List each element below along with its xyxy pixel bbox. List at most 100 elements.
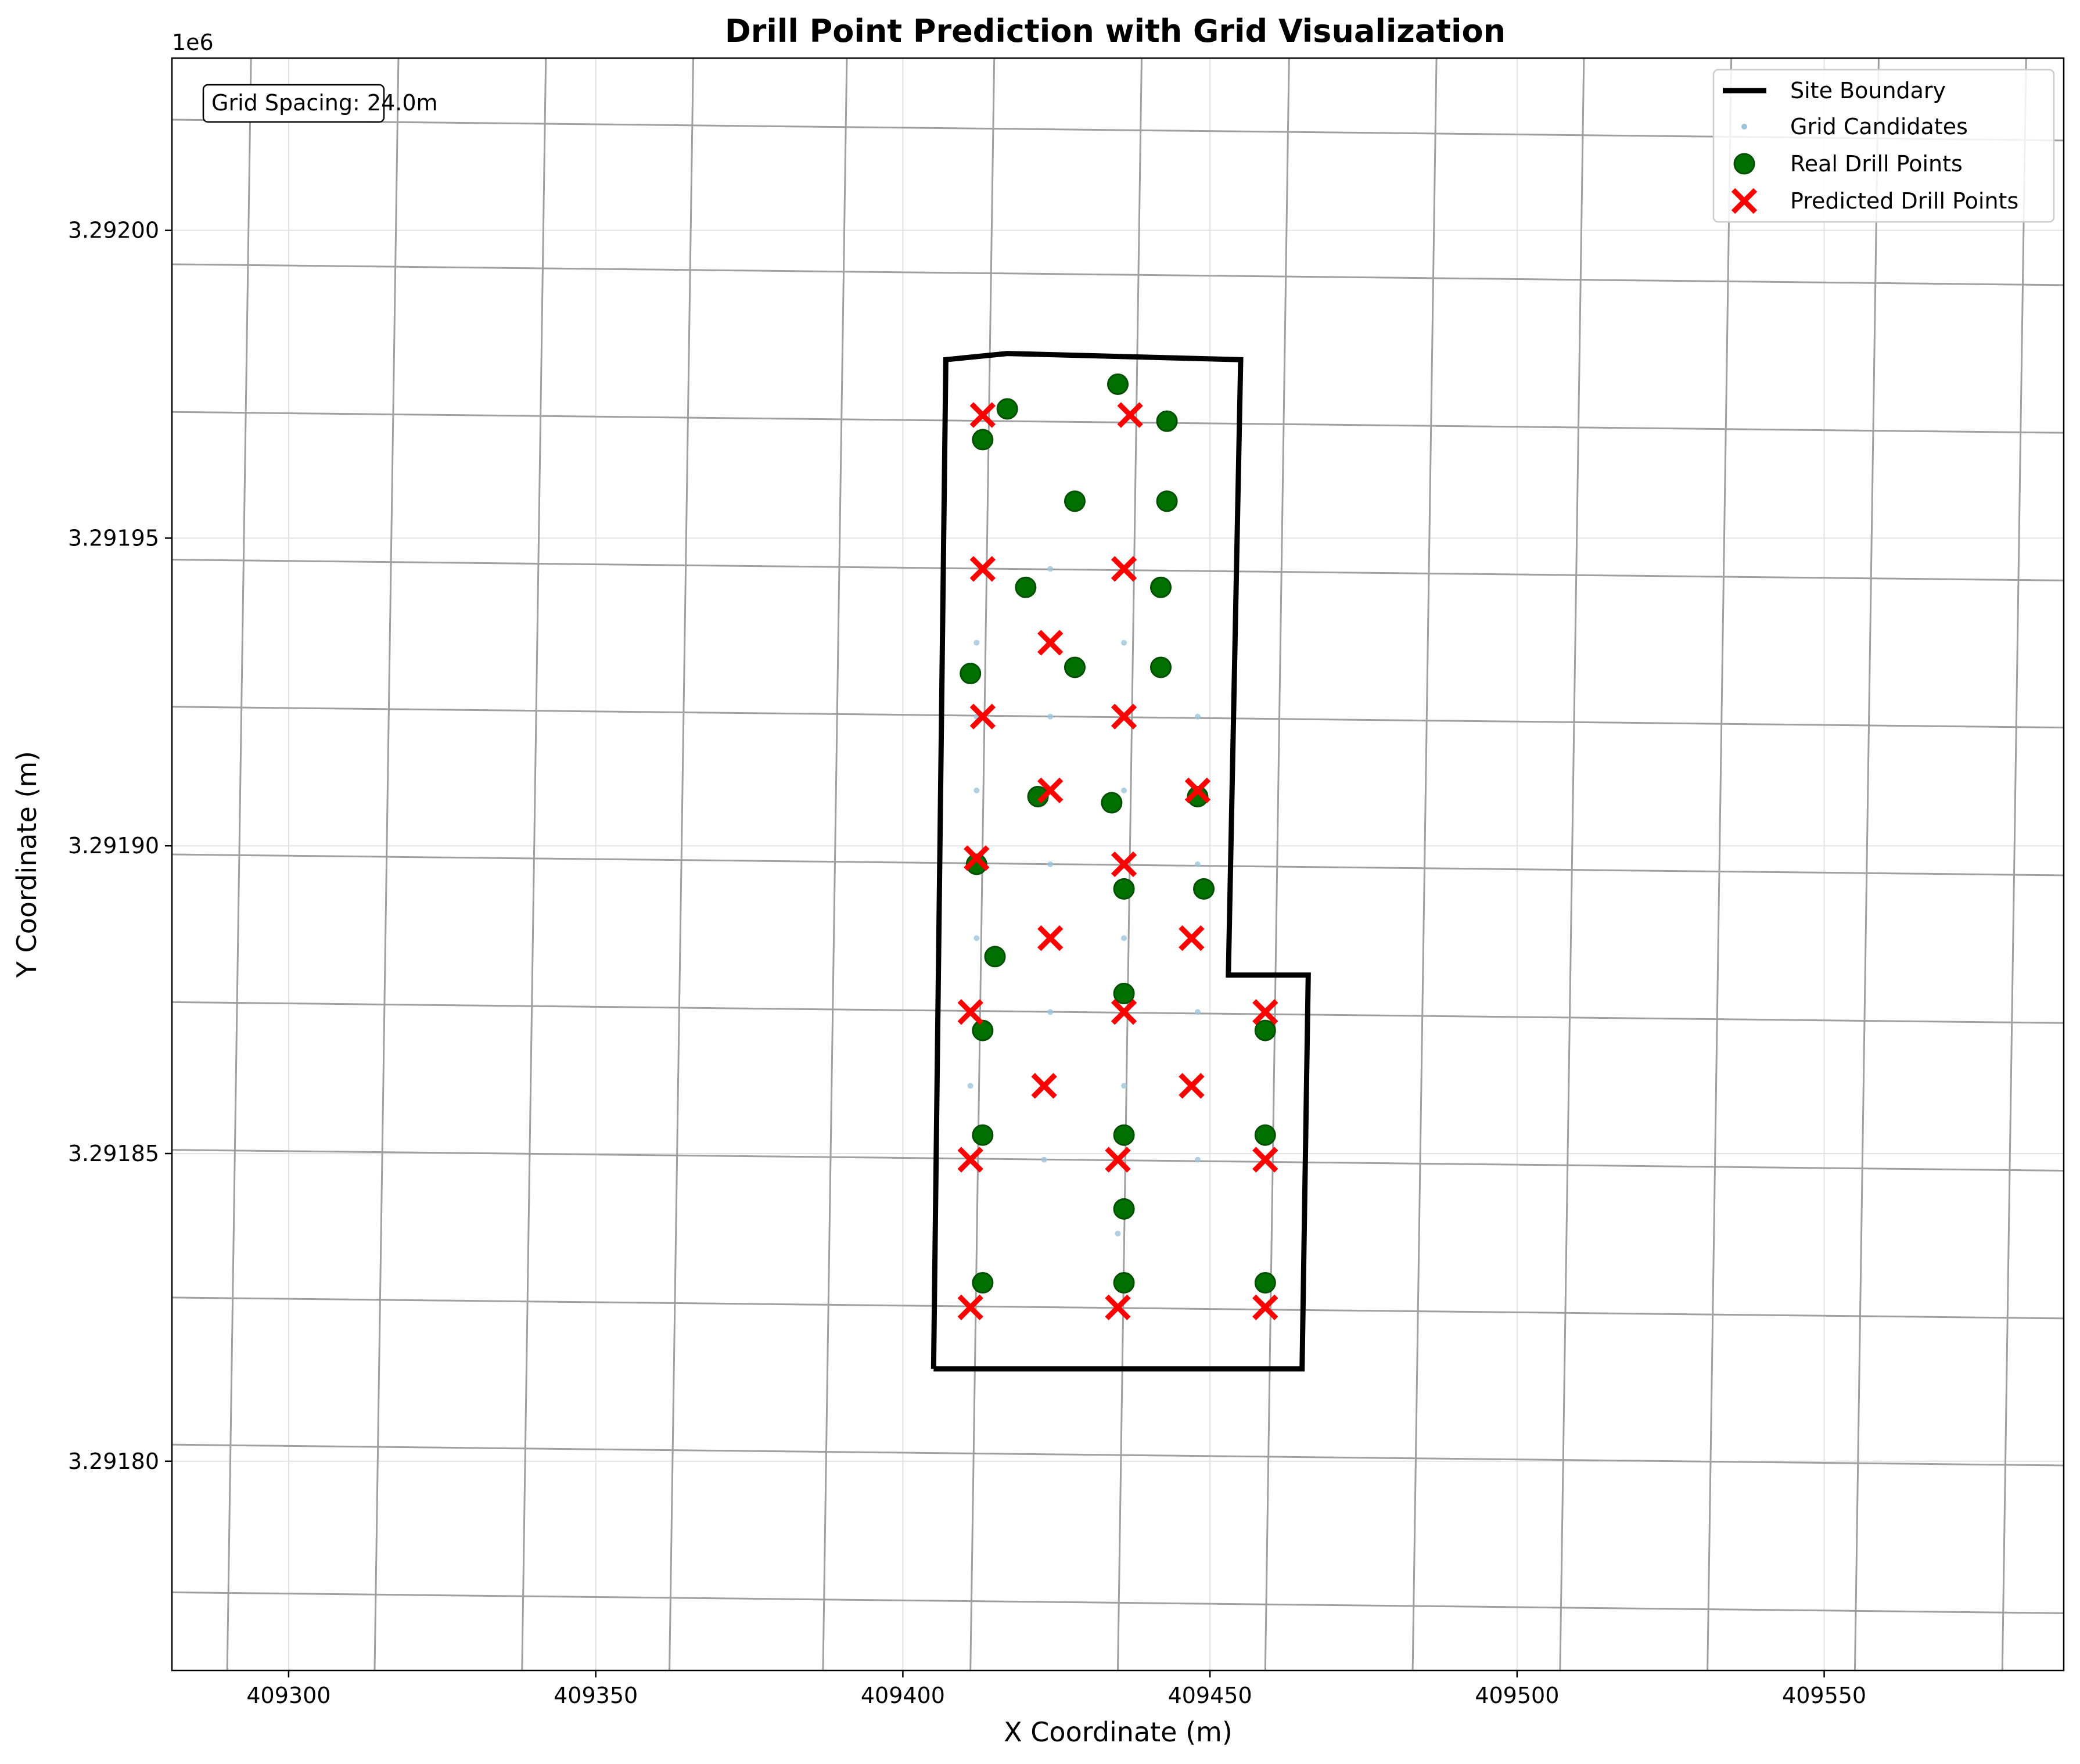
predicted-marker-stroke xyxy=(1037,777,1064,804)
real-drill-point xyxy=(1254,1271,1276,1294)
predicted-drill-point xyxy=(1179,925,1205,951)
predicted-marker-stroke xyxy=(1111,703,1137,730)
site-grid-line xyxy=(2001,58,2027,1670)
predicted-marker-stroke xyxy=(1731,188,1758,214)
legend-marker-real-drill-points xyxy=(1733,153,1755,175)
x-tick-label: 409400 xyxy=(861,1683,945,1708)
real-drill-point xyxy=(1064,656,1086,678)
predicted-marker-stroke xyxy=(957,999,983,1025)
site-grid-line xyxy=(1559,58,1585,1670)
site-grid-line xyxy=(226,58,252,1670)
x-tick-label: 409300 xyxy=(246,1683,330,1708)
legend-label: Grid Candidates xyxy=(1790,114,1968,139)
predicted-drill-point xyxy=(1252,999,1278,1025)
site-grid-line xyxy=(1707,58,1733,1670)
predicted-marker-stroke xyxy=(969,556,996,582)
grid-candidate-point xyxy=(1115,1230,1121,1237)
real-drill-point xyxy=(1150,656,1172,678)
legend: Site Boundary Grid Candidates Real Drill P… xyxy=(1712,69,2055,223)
y-tick-label: 3.29200 xyxy=(68,218,159,243)
predicted-marker-stroke xyxy=(1252,1147,1278,1173)
predicted-drill-point xyxy=(1117,402,1143,428)
predicted-drill-point xyxy=(969,556,996,582)
predicted-drill-point xyxy=(957,1147,983,1173)
real-drill-point xyxy=(1113,983,1135,1005)
legend-label: Real Drill Points xyxy=(1790,151,1963,177)
predicted-drill-point xyxy=(1111,703,1137,730)
grid-candidate-point xyxy=(973,935,980,942)
grid-candidate-point xyxy=(1121,935,1127,942)
real-drill-point xyxy=(1113,878,1135,900)
real-drill-point xyxy=(1027,785,1049,807)
site-boundary-line xyxy=(931,351,1311,1372)
annotation-text: Grid Spacing: 24.0m xyxy=(211,90,438,116)
annotation-box xyxy=(202,84,385,123)
grid-candidate-point xyxy=(973,640,980,646)
site-grid-line xyxy=(172,853,2064,876)
real-drill-point xyxy=(1156,490,1178,512)
site-grid-line xyxy=(1117,58,1143,1670)
legend-marker-grid-candidates xyxy=(1741,124,1747,130)
grid-candidate-point xyxy=(1194,1009,1201,1015)
real-drill-point xyxy=(1113,1271,1135,1294)
site-grid-line xyxy=(1411,58,1438,1670)
y-tick-label: 3.29195 xyxy=(68,525,159,551)
predicted-drill-point xyxy=(969,703,996,730)
predicted-marker-stroke xyxy=(957,1147,983,1173)
real-drill-point xyxy=(1107,373,1129,396)
x-tick-label: 409350 xyxy=(554,1683,638,1708)
real-drill-point xyxy=(1113,1198,1135,1220)
plot-frame xyxy=(171,57,2065,1672)
predicted-drill-point xyxy=(1111,556,1137,582)
y-tick-label: 3.29180 xyxy=(68,1449,159,1474)
grid-candidate-point xyxy=(1047,861,1054,867)
site-grid-line xyxy=(172,559,2064,581)
real-drill-point xyxy=(972,1271,994,1294)
grid-visualization-lines xyxy=(172,58,2064,1670)
predicted-marker-stroke xyxy=(1105,1147,1131,1173)
real-drill-point xyxy=(1064,490,1086,512)
real-drill-point xyxy=(972,1019,994,1041)
real-drill-point xyxy=(1254,1019,1276,1041)
x-tick-label: 409500 xyxy=(1475,1683,1559,1708)
grid-candidate-point xyxy=(967,1083,973,1089)
site-grid-line xyxy=(373,58,400,1670)
predicted-marker-stroke xyxy=(1179,1073,1205,1099)
site-grid-line xyxy=(1853,58,1880,1670)
predicted-marker-stroke xyxy=(957,1294,983,1321)
predicted-drill-point xyxy=(964,845,990,871)
grid-candidate-point xyxy=(1194,713,1201,720)
grid-candidate-point xyxy=(1047,1009,1054,1015)
legend-label: Site Boundary xyxy=(1790,78,1946,103)
predicted-marker-stroke xyxy=(1111,851,1137,878)
predicted-marker-stroke xyxy=(1111,999,1137,1025)
real-drill-point xyxy=(1187,785,1209,807)
real-drill-point xyxy=(1150,576,1172,598)
axis-grid xyxy=(172,58,2064,1670)
grid-candidate-point xyxy=(1121,787,1127,793)
y-tick-label: 3.29190 xyxy=(68,833,159,858)
predicted-marker-stroke xyxy=(1111,556,1137,582)
predicted-drill-point xyxy=(957,1294,983,1321)
grid-candidate-point xyxy=(1194,1156,1201,1163)
site-grid-line xyxy=(172,1443,2064,1467)
predicted-marker-stroke xyxy=(1179,925,1205,951)
predicted-drill-point xyxy=(1179,1073,1205,1099)
real-drill-point xyxy=(996,398,1018,420)
x-axis-label: X Coordinate (m) xyxy=(1004,1716,1233,1748)
predicted-marker-stroke xyxy=(1184,777,1211,804)
grid-candidate-point xyxy=(1047,566,1054,572)
chart-title: Drill Point Prediction with Grid Visuali… xyxy=(725,13,1506,49)
y-axis-label: Y Coordinate (m) xyxy=(11,751,42,978)
real-drill-point xyxy=(1254,1124,1276,1146)
site-grid-line xyxy=(1264,58,1290,1670)
legend-box xyxy=(1712,69,2055,223)
data-series xyxy=(931,351,1311,1372)
x-tick-label: 409550 xyxy=(1782,1683,1866,1708)
real-drill-point xyxy=(1101,792,1123,814)
x-tick-label: 409450 xyxy=(1168,1683,1252,1708)
predicted-drill-point xyxy=(1105,1294,1131,1321)
grid-spacing-annotation: Grid Spacing: 24.0m xyxy=(202,84,438,123)
